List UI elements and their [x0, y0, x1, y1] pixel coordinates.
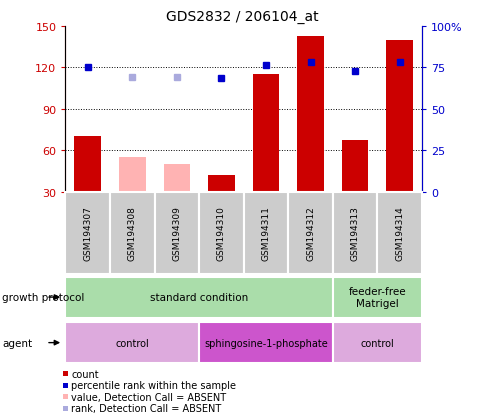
Text: GSM194311: GSM194311 [261, 206, 270, 261]
Text: GSM194313: GSM194313 [350, 206, 359, 261]
Text: growth protocol: growth protocol [2, 292, 85, 302]
Bar [341, 141, 368, 192]
Bar [110, 192, 154, 275]
Text: feeder-free
Matrigel: feeder-free Matrigel [348, 287, 406, 308]
Bar [199, 192, 243, 275]
Text: standard condition: standard condition [150, 292, 248, 302]
Bar [252, 75, 279, 192]
Text: GSM194310: GSM194310 [216, 206, 226, 261]
Bar [74, 137, 101, 192]
Bar [199, 322, 332, 363]
Text: GSM194308: GSM194308 [128, 206, 136, 261]
Text: control: control [115, 338, 149, 348]
Bar [119, 158, 145, 192]
Bar [65, 192, 110, 275]
Text: value, Detection Call = ABSENT: value, Detection Call = ABSENT [71, 392, 226, 402]
Bar [297, 36, 323, 192]
Text: percentile rank within the sample: percentile rank within the sample [71, 380, 236, 390]
Bar [65, 322, 199, 363]
Text: GDS2832 / 206104_at: GDS2832 / 206104_at [166, 10, 318, 24]
Bar [332, 322, 421, 363]
Bar [377, 192, 421, 275]
Text: agent: agent [2, 338, 32, 348]
Bar [332, 192, 377, 275]
Bar [287, 192, 332, 275]
Text: GSM194312: GSM194312 [305, 206, 315, 261]
Text: control: control [360, 338, 393, 348]
Text: sphingosine-1-phosphate: sphingosine-1-phosphate [204, 338, 327, 348]
Bar [154, 192, 199, 275]
Bar [163, 164, 190, 192]
Text: GSM194309: GSM194309 [172, 206, 181, 261]
Bar [65, 277, 332, 318]
Text: count: count [71, 369, 99, 379]
Text: GSM194314: GSM194314 [394, 206, 403, 261]
Bar [208, 176, 234, 192]
Text: GSM194307: GSM194307 [83, 206, 92, 261]
Bar [385, 40, 412, 192]
Text: rank, Detection Call = ABSENT: rank, Detection Call = ABSENT [71, 404, 221, 413]
Bar [332, 277, 421, 318]
Bar [243, 192, 287, 275]
